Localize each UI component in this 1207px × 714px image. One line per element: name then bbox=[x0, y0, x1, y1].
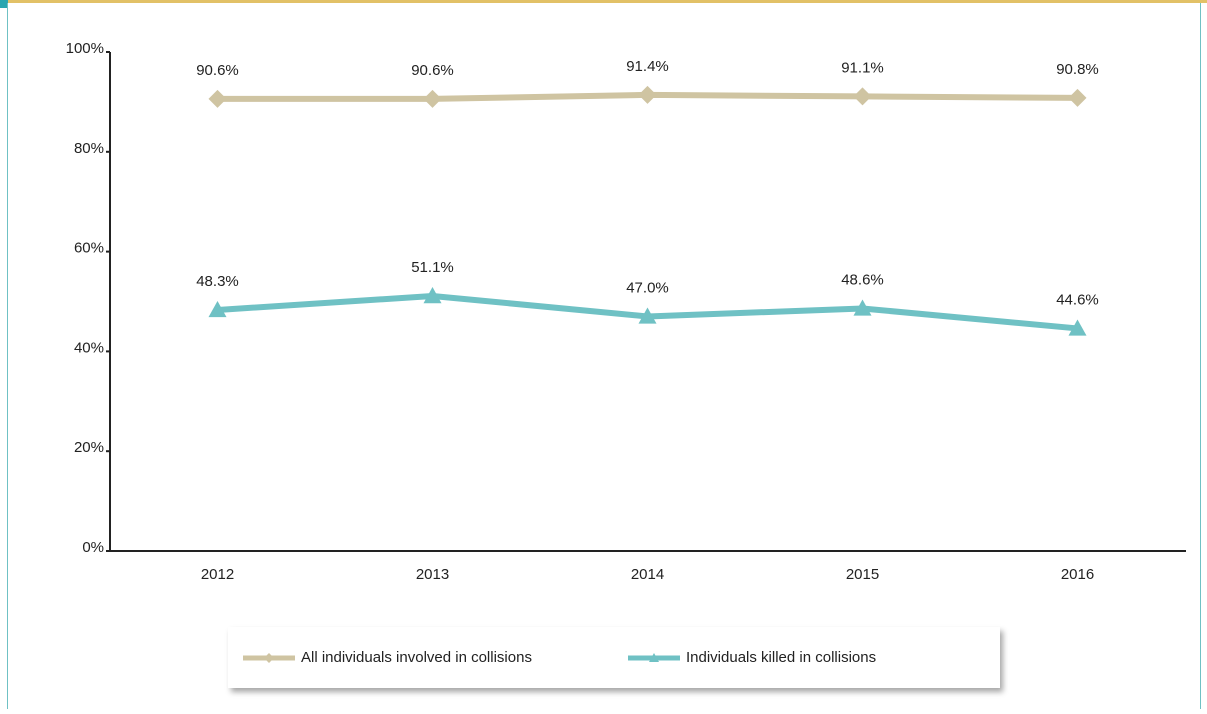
x-tick-label: 2013 bbox=[416, 566, 449, 583]
point bbox=[208, 300, 227, 318]
legend-box bbox=[228, 627, 1000, 688]
point bbox=[208, 89, 227, 108]
point bbox=[423, 287, 442, 304]
y-tick-label: 60% bbox=[74, 240, 104, 257]
y-tick-label: 20% bbox=[74, 439, 104, 456]
data-label: 90.6% bbox=[411, 62, 454, 79]
data-label: 47.0% bbox=[626, 279, 669, 296]
x-tick-label: 2014 bbox=[631, 566, 664, 583]
data-label: 48.6% bbox=[841, 271, 884, 288]
point bbox=[853, 87, 872, 106]
data-label: 91.4% bbox=[626, 58, 669, 75]
point bbox=[638, 85, 657, 104]
y-tick-label: 0% bbox=[82, 539, 104, 556]
x-tick-label: 2016 bbox=[1061, 566, 1094, 583]
top-stripe bbox=[0, 0, 1207, 3]
data-label: 90.6% bbox=[196, 62, 239, 79]
data-label: 51.1% bbox=[411, 259, 454, 276]
data-label: 44.6% bbox=[1056, 291, 1099, 308]
y-tick-label: 80% bbox=[74, 140, 104, 157]
point bbox=[649, 653, 659, 662]
data-label: 91.1% bbox=[841, 59, 884, 76]
y-tick-label: 40% bbox=[74, 339, 104, 356]
point bbox=[1068, 88, 1087, 107]
x-tick-label: 2015 bbox=[846, 566, 879, 583]
point bbox=[423, 89, 442, 108]
data-label: 90.8% bbox=[1056, 61, 1099, 78]
y-tick-label: 100% bbox=[66, 40, 104, 57]
legend-label: Individuals killed in collisions bbox=[686, 649, 876, 666]
corner-square bbox=[0, 0, 8, 8]
data-label: 48.3% bbox=[196, 273, 239, 290]
point bbox=[638, 307, 657, 324]
point bbox=[1068, 319, 1087, 336]
point bbox=[264, 653, 274, 663]
legend-label: All individuals involved in collisions bbox=[301, 649, 532, 666]
point bbox=[853, 299, 872, 316]
x-tick-label: 2012 bbox=[201, 566, 234, 583]
